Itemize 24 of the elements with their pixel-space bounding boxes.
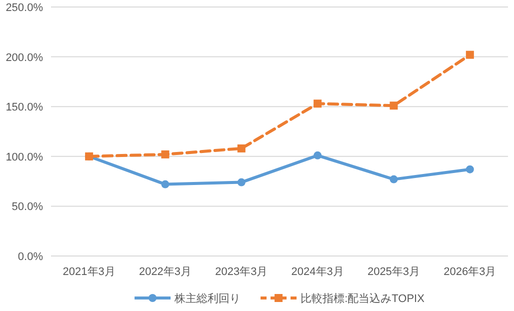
legend-label: 株主総利回り xyxy=(174,292,241,305)
y-tick-label: 0.0% xyxy=(18,251,44,263)
point xyxy=(466,50,474,59)
point xyxy=(237,178,246,186)
point xyxy=(161,180,170,188)
point xyxy=(314,151,322,160)
y-tick-label: 100.0% xyxy=(6,151,44,164)
x-tick-label: 2023年3月 xyxy=(215,266,268,278)
y-tick-label: 150.0% xyxy=(6,102,44,114)
x-tick-label: 2025年3月 xyxy=(367,266,420,278)
point xyxy=(314,100,322,108)
legend-label: 比較指標:配当込みTOPIX xyxy=(300,292,426,305)
x-tick-label: 2022年3月 xyxy=(138,266,192,278)
x-tick-label: 2021年3月 xyxy=(62,266,116,278)
y-tick-label: 250.0% xyxy=(6,2,44,14)
point xyxy=(237,144,246,152)
point xyxy=(466,165,474,174)
x-tick-label: 2026年3月 xyxy=(444,266,496,278)
point xyxy=(390,102,398,110)
y-tick-label: 50.0% xyxy=(12,201,44,214)
point xyxy=(390,175,398,184)
x-tick-label: 2024年3月 xyxy=(291,266,344,278)
point xyxy=(161,150,170,158)
y-tick-label: 200.0% xyxy=(6,52,44,64)
